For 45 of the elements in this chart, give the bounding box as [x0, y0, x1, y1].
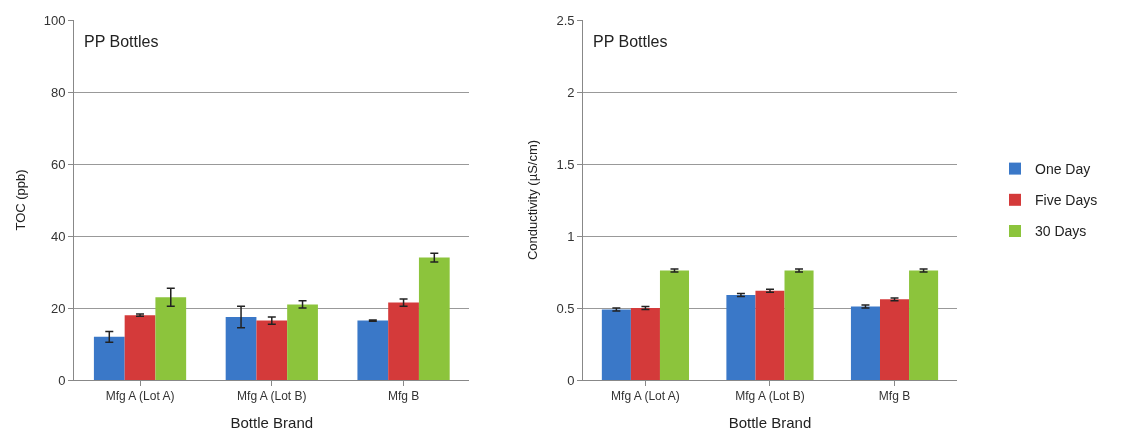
annotation: PP Bottles [84, 33, 159, 50]
bar [155, 297, 187, 380]
bar [418, 257, 450, 380]
y-tick-label: 1.5 [556, 156, 575, 172]
y-tick-label: 60 [51, 156, 66, 172]
x-tick-label: Mfg B [878, 389, 911, 404]
x-tick-label: Mfg A (Lot B) [735, 389, 805, 404]
bar [601, 309, 631, 380]
bar [659, 270, 690, 380]
annotation: PP Bottles [593, 33, 668, 50]
x-tick-label: Mfg A (Lot B) [237, 389, 307, 404]
y-tick-label: 2 [567, 84, 575, 100]
y-tick-label: 2.5 [556, 12, 575, 28]
y-axis-title: Conductivity (µS/cm) [525, 139, 541, 261]
x-tick-label: Mfg A (Lot A) [611, 389, 680, 404]
bar [784, 270, 814, 380]
bar [93, 336, 125, 380]
bar [726, 295, 756, 380]
y-tick-label: 0 [567, 372, 575, 388]
y-tick-label: 0.5 [556, 300, 575, 316]
y-tick-label: 40 [51, 228, 66, 244]
legend-label: 30 Days [1035, 223, 1087, 240]
y-tick-label: 20 [51, 300, 66, 316]
y-tick-label: 100 [43, 12, 66, 28]
legend-label: Five Days [1035, 192, 1098, 209]
bar [287, 304, 318, 380]
bar [909, 270, 939, 380]
bar [850, 306, 880, 380]
y-axis-title: TOC (ppb) [12, 169, 28, 231]
y-tick-label: 80 [51, 84, 66, 100]
x-tick-label: Mfg A (Lot A) [105, 389, 175, 404]
bar [124, 315, 156, 380]
bar [225, 317, 257, 380]
y-tick-label: 0 [58, 372, 66, 388]
x-axis-title: Bottle Brand [728, 414, 812, 432]
x-tick-label: Mfg B [387, 389, 420, 404]
bar [879, 299, 910, 380]
x-axis-title: Bottle Brand [230, 414, 314, 432]
bar [388, 302, 419, 380]
bar [256, 320, 288, 380]
bar [755, 290, 785, 380]
legend-label: One Day [1035, 161, 1091, 178]
bar [630, 308, 660, 380]
y-tick-label: 1 [567, 228, 575, 244]
bar [357, 320, 389, 380]
